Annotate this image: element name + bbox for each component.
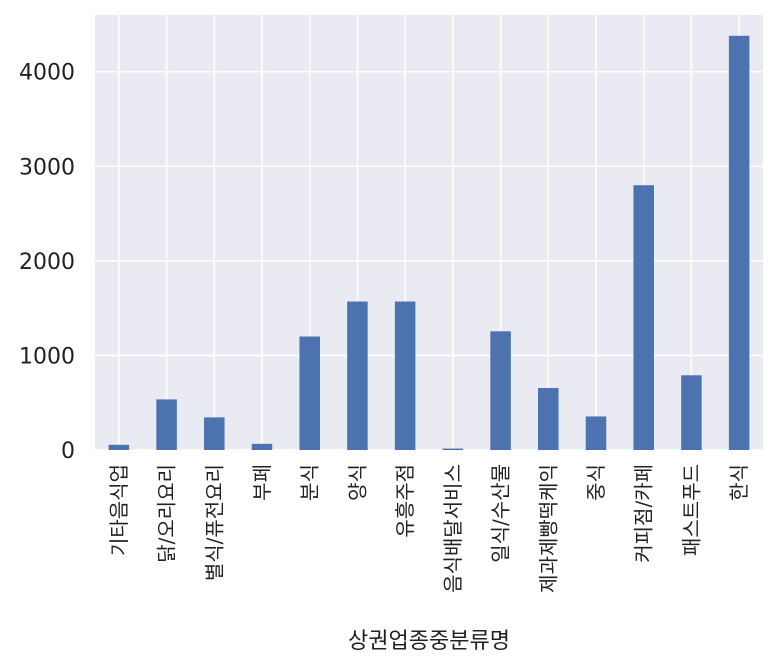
bar-4 <box>299 336 320 450</box>
y-tick-label: 2000 <box>19 250 75 275</box>
x-tick-label: 부페 <box>250 464 274 501</box>
x-tick-label: 일식/수산물 <box>489 464 513 563</box>
bar-10 <box>585 416 607 450</box>
y-tick-label: 0 <box>61 439 75 464</box>
bar-9 <box>538 388 559 450</box>
x-tick-label: 양식 <box>345 464 369 501</box>
bar-2 <box>204 417 225 450</box>
bar-1 <box>156 399 177 450</box>
x-tick-label: 기타음식업 <box>107 464 131 556</box>
bar-6 <box>394 301 416 450</box>
y-tick-label: 1000 <box>19 344 75 369</box>
x-axis-label: 상권업종중분류명 <box>348 629 510 654</box>
y-axis-ticks: 0 1000 2000 3000 4000 <box>19 61 75 464</box>
x-axis-ticks: 기타음식업 닭/오리요리 별식/퓨전요리 부페 분식 양식 유흥주점 음식배달서비스 일식/수산… <box>107 464 751 593</box>
x-tick-label: 중식 <box>584 464 608 501</box>
x-tick-label: 제과제빵떡케익 <box>536 464 560 593</box>
bar-3 <box>251 443 273 450</box>
bar-12 <box>681 375 702 450</box>
x-tick-label: 한식 <box>727 464 751 501</box>
x-tick-label: 별식/퓨전요리 <box>202 464 226 581</box>
x-tick-label: 패스트푸드 <box>679 464 703 556</box>
bar-5 <box>347 301 368 450</box>
x-tick-label: 닭/오리요리 <box>155 464 179 563</box>
x-tick-label: 유흥주점 <box>393 464 417 538</box>
x-tick-label: 음식배달서비스 <box>441 464 465 593</box>
bar-0 <box>108 444 130 450</box>
x-tick-label: 커피점/카페 <box>632 464 656 563</box>
x-tick-label: 분식 <box>298 464 322 501</box>
plot-background <box>95 15 763 450</box>
y-tick-label: 3000 <box>19 155 75 180</box>
bar-13 <box>728 35 750 450</box>
y-tick-label: 4000 <box>19 61 75 86</box>
bar-7 <box>442 448 464 450</box>
bar-11 <box>633 185 654 450</box>
bars <box>108 35 750 450</box>
bar-8 <box>490 331 511 450</box>
